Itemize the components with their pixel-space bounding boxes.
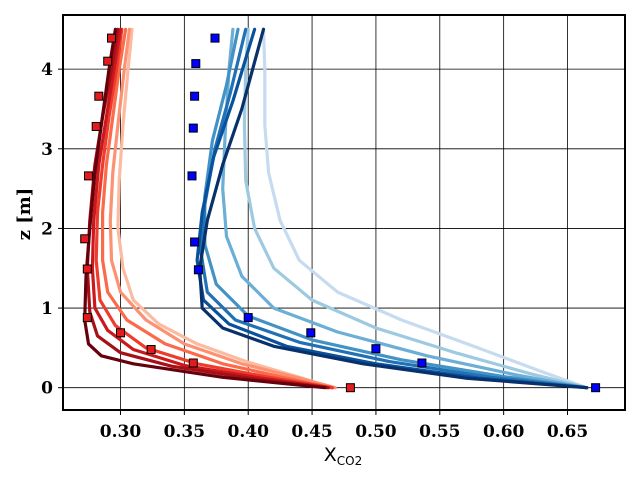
series-line-red [94, 27, 335, 390]
marker-red [188, 358, 198, 368]
x-tick-label: 0.35 [164, 422, 205, 442]
marker-red [345, 383, 355, 393]
y-tick-label: 2 [41, 219, 53, 239]
series-line-blue [195, 27, 589, 390]
marker-blue [417, 358, 427, 368]
x-tick-label: 0.65 [547, 422, 588, 442]
x-axis-label: XCO2 [324, 444, 363, 468]
marker-red [82, 313, 92, 323]
series-line-blue [261, 27, 589, 390]
marker-red [107, 33, 116, 43]
y-axis-label: z [m] [14, 188, 35, 241]
x-axis-label-main: X [324, 444, 337, 466]
marker-blue [210, 33, 220, 43]
series-line-red [100, 27, 333, 390]
series-line-red [83, 27, 327, 390]
y-tick-label: 3 [41, 140, 53, 160]
marker-red [116, 328, 125, 338]
y-tick-label: 0 [41, 379, 53, 399]
plot-frame [62, 14, 626, 411]
x-tick-label: 0.30 [100, 422, 142, 442]
marker-blue [188, 123, 198, 133]
marker-blue [371, 344, 381, 354]
x-axis-ticks: 0.30 0.35 0.40 0.45 0.50 0.55 0.60 0.65 [100, 410, 588, 442]
series-line-red [108, 27, 337, 390]
x-tick-label: 0.60 [483, 422, 525, 442]
marker-red [80, 234, 90, 244]
marker-blue [190, 91, 200, 101]
x-tick-label: 0.50 [355, 422, 397, 442]
marker-blue [306, 328, 316, 338]
series-line-red [90, 27, 331, 390]
marker-red [82, 264, 92, 274]
series-line-blue [242, 27, 589, 390]
data-markers [80, 33, 601, 393]
series-line-blue [198, 27, 589, 390]
y-tick-label: 4 [41, 60, 53, 80]
x-tick-label: 0.40 [228, 422, 270, 442]
marker-red [103, 56, 113, 66]
marker-blue [193, 265, 203, 275]
y-tick-label: 1 [41, 299, 53, 319]
marker-blue [591, 383, 601, 393]
series-lines [83, 27, 589, 390]
marker-blue [187, 171, 197, 181]
x-tick-label: 0.45 [291, 422, 332, 442]
marker-red [146, 345, 156, 354]
marker-blue [243, 313, 253, 323]
marker-red [91, 122, 101, 131]
marker-blue [191, 59, 201, 69]
series-line-red [116, 27, 335, 390]
marker-red [94, 91, 104, 101]
series-line-blue [203, 27, 589, 390]
x-tick-label: 0.55 [419, 422, 460, 442]
marker-blue [190, 237, 200, 247]
y-axis-ticks: 0 1 2 3 4 [41, 60, 63, 399]
marker-red [84, 171, 93, 181]
x-axis-label-subscript: CO2 [337, 454, 362, 468]
